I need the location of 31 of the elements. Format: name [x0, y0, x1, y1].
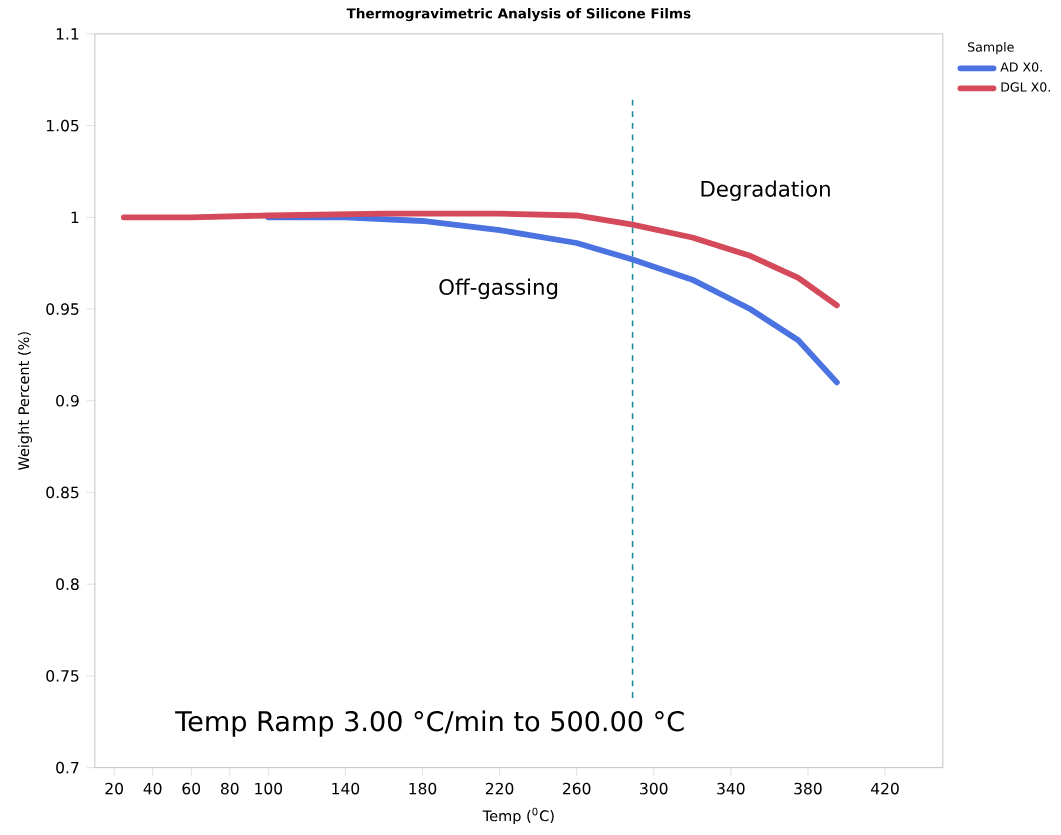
x-tick-label: 80 — [220, 782, 239, 795]
x-tick-label: 180 — [409, 782, 437, 795]
x-tick-label: 420 — [871, 782, 899, 795]
x-tick-label: 300 — [640, 782, 668, 795]
y-tick-label: 0.7 — [56, 761, 79, 774]
x-tick-label: 220 — [485, 782, 514, 795]
annotation: Degradation — [701, 180, 830, 201]
y-tick-label: 1.1 — [56, 28, 79, 40]
x-tick-label: 380 — [794, 782, 822, 795]
legend-label: DGL X0. — [1001, 82, 1050, 92]
y-tick-label: 0.8 — [56, 578, 79, 590]
annotation: Off-gassing — [439, 278, 558, 299]
y-tick-label: 1 — [71, 211, 79, 223]
y-axis-title: Weight Percent (%) — [17, 332, 32, 470]
x-tick-label: 20 — [105, 782, 123, 795]
legend-label: AD X0. — [1000, 62, 1042, 72]
x-axis-title: Temp ($^{0}$C) — [482, 807, 554, 824]
legend-title: Sample — [968, 41, 1014, 54]
x-tick-label: 100 — [255, 782, 283, 795]
x-tick-label: 340 — [717, 782, 745, 795]
chart-title: Thermogravimetric Analysis of Silicone Films — [346, 7, 691, 22]
x-tick-label: 260 — [563, 782, 591, 795]
x-tick-label: 60 — [182, 782, 201, 795]
x-tick-label: 40 — [143, 782, 162, 795]
y-tick-label: 0.9 — [56, 394, 79, 407]
y-tick-label: 0.75 — [46, 669, 79, 682]
y-tick-label: 0.85 — [46, 486, 79, 499]
annotation: Temp Ramp 3.00 °C/min to 500.00 °C — [175, 710, 684, 737]
x-tick-label: 140 — [332, 782, 360, 795]
y-tick-label: 0.95 — [46, 302, 79, 315]
y-tick-label: 1.05 — [46, 119, 79, 132]
